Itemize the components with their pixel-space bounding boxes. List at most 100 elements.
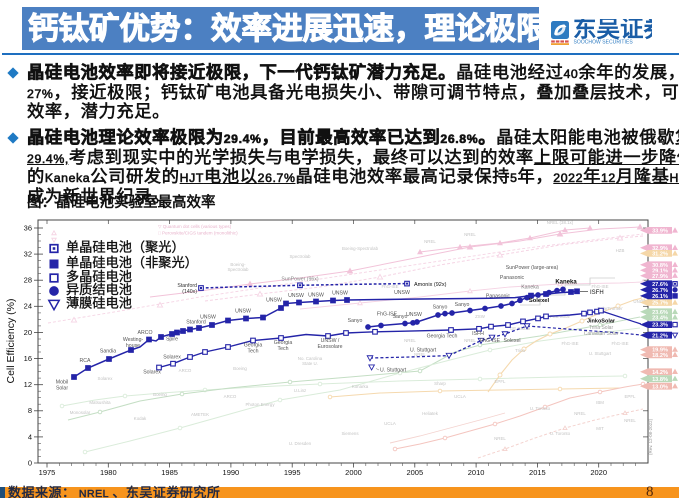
svg-text:EPFL: EPFL: [495, 379, 507, 384]
svg-text:Photon Energy: Photon Energy: [245, 402, 275, 407]
svg-text:Sanyo: Sanyo: [433, 305, 448, 311]
svg-text:33.9%: 33.9%: [652, 229, 668, 235]
svg-text:No. Carolina: No. Carolina: [298, 356, 323, 361]
svg-text:NREL: NREL: [424, 239, 436, 244]
svg-text:Sandia: Sandia: [100, 349, 116, 355]
svg-text:27.6%: 27.6%: [652, 282, 668, 288]
svg-text:30.8%: 30.8%: [652, 263, 668, 269]
svg-text:东吴证券: 东吴证券: [573, 19, 652, 42]
svg-text:UNSW: UNSW: [288, 293, 304, 299]
svg-text:Boeing-Spectrolab: Boeing-Spectrolab: [342, 246, 379, 251]
svg-text:house: house: [126, 343, 140, 349]
svg-text:2015: 2015: [529, 468, 546, 477]
svg-text:NREL (38.1x): NREL (38.1x): [547, 220, 574, 225]
svg-text:Solar: Solar: [56, 386, 68, 392]
svg-text:Solexel: Solexel: [529, 298, 550, 304]
svg-text:28: 28: [24, 276, 32, 285]
svg-text:U. Stuttgart: U. Stuttgart: [410, 348, 437, 354]
svg-text:NREL: NREL: [624, 418, 636, 423]
svg-text:Sanyo: Sanyo: [455, 302, 470, 308]
svg-text:UNSW: UNSW: [200, 315, 216, 321]
svg-text:ZSW: ZSW: [475, 314, 486, 319]
svg-text:Spectrolab: Spectrolab: [228, 267, 250, 272]
svg-text:FhG-ISE: FhG-ISE: [591, 284, 608, 289]
svg-text:单晶硅电池（聚光）: 单晶硅电池（聚光）: [66, 240, 185, 255]
svg-text:HZB: HZB: [616, 248, 625, 253]
svg-text:Mobil: Mobil: [56, 380, 68, 386]
svg-text:26.7%: 26.7%: [652, 288, 668, 294]
svg-text:1990: 1990: [223, 468, 240, 477]
svg-text:GE Global: GE Global: [510, 326, 530, 331]
svg-text:单晶硅电池（非聚光）: 单晶硅电池（非聚光）: [66, 255, 198, 270]
svg-text:▽ Quantum dot cells (various t: ▽ Quantum dot cells (various types): [158, 224, 232, 229]
svg-text:UNIST: UNIST: [633, 299, 646, 304]
svg-text:Boeing-: Boeing-: [230, 262, 246, 267]
svg-text:Trina Solar: Trina Solar: [589, 325, 614, 331]
svg-text:ARCO: ARCO: [138, 330, 153, 336]
svg-text:ARCO: ARCO: [224, 394, 237, 399]
svg-text:18.2%: 18.2%: [652, 353, 668, 359]
svg-text:Boeing: Boeing: [153, 392, 167, 397]
svg-text:Panasonic: Panasonic: [500, 275, 525, 281]
svg-text:State U.: State U.: [302, 361, 318, 366]
svg-text:Westing-: Westing-: [123, 337, 144, 343]
svg-text:SunPower (large-area): SunPower (large-area): [506, 265, 559, 271]
svg-text:27.9%: 27.9%: [652, 274, 668, 280]
svg-text:U. Stuttgart: U. Stuttgart: [380, 368, 407, 374]
svg-text:Georgia: Georgia: [274, 340, 293, 346]
svg-text:Solarex: Solarex: [98, 376, 114, 381]
svg-text:Eurosolare: Eurosolare: [317, 344, 342, 350]
svg-text:4: 4: [28, 432, 32, 441]
svg-text:Stanford: Stanford: [177, 283, 197, 289]
svg-text:Tech: Tech: [278, 346, 289, 352]
svg-text:Kaneka: Kaneka: [555, 280, 577, 286]
svg-text:1995: 1995: [284, 468, 301, 477]
svg-text:1980: 1980: [100, 468, 117, 477]
svg-text:Amonix (92x): Amonix (92x): [414, 282, 447, 288]
svg-text:Stanford: Stanford: [186, 320, 206, 326]
svg-text:2000: 2000: [345, 468, 362, 477]
svg-text:31.2%: 31.2%: [652, 252, 668, 258]
svg-text:多晶硅电池: 多晶硅电池: [66, 268, 132, 284]
svg-text:EPFL: EPFL: [625, 394, 637, 399]
svg-text:NREL: NREL: [574, 411, 586, 416]
svg-text:FhG-ISE: FhG-ISE: [611, 341, 628, 346]
svg-text:SOOCHOW SECURITIES: SOOCHOW SECURITIES: [574, 39, 634, 45]
svg-text:26.1%: 26.1%: [652, 294, 668, 300]
svg-text:Solexel: Solexel: [503, 338, 520, 344]
svg-text:Spire: Spire: [166, 337, 178, 343]
svg-text:2010: 2010: [468, 468, 485, 477]
svg-text:Canadian Solar: Canadian Solar: [584, 331, 619, 337]
svg-text:13.0%: 13.0%: [652, 384, 668, 390]
svg-text:Spectrolab: Spectrolab: [290, 254, 312, 259]
svg-text:FhG-ISE: FhG-ISE: [561, 341, 578, 346]
svg-text:Solarex: Solarex: [163, 355, 181, 361]
svg-text:UNSW: UNSW: [308, 293, 324, 299]
svg-text:(Rev. 12-08-2022): (Rev. 12-08-2022): [648, 418, 653, 455]
svg-text:16: 16: [24, 354, 32, 363]
svg-text:Matsushita: Matsushita: [89, 400, 111, 405]
svg-text:Sanyo: Sanyo: [348, 318, 363, 324]
svg-text:Cell Efficiency (%): Cell Efficiency (%): [5, 299, 17, 384]
svg-text:Siemens: Siemens: [341, 431, 359, 436]
svg-text:□ Perovskite/CIGS tandem (mono: □ Perovskite/CIGS tandem (monolithic): [158, 231, 238, 236]
svg-text:JinkoSolar: JinkoSolar: [587, 319, 616, 325]
svg-text:25.7%: 25.7%: [652, 301, 668, 307]
svg-text:Sharp: Sharp: [434, 381, 446, 386]
svg-text:UNSW /: UNSW /: [321, 338, 340, 344]
svg-text:First Solar: First Solar: [550, 314, 571, 319]
svg-text:AMETEK: AMETEK: [191, 412, 209, 417]
svg-text:13.8%: 13.8%: [652, 377, 668, 383]
svg-text:UCLA: UCLA: [384, 421, 396, 426]
svg-text:Panasonic: Panasonic: [486, 294, 511, 300]
svg-text:Georgia Tech: Georgia Tech: [427, 334, 458, 340]
svg-text:UNSW: UNSW: [235, 309, 251, 315]
svg-text:SunPower (96x): SunPower (96x): [281, 277, 318, 283]
svg-text:Boeing: Boeing: [233, 366, 247, 371]
svg-text:RCA: RCA: [80, 358, 91, 364]
svg-text:23.3%: 23.3%: [652, 323, 668, 329]
svg-text:24: 24: [24, 302, 32, 311]
svg-text:NREL: NREL: [404, 338, 416, 343]
svg-text:SolarFrontier: SolarFrontier: [597, 306, 623, 311]
svg-text:2005: 2005: [406, 468, 423, 477]
